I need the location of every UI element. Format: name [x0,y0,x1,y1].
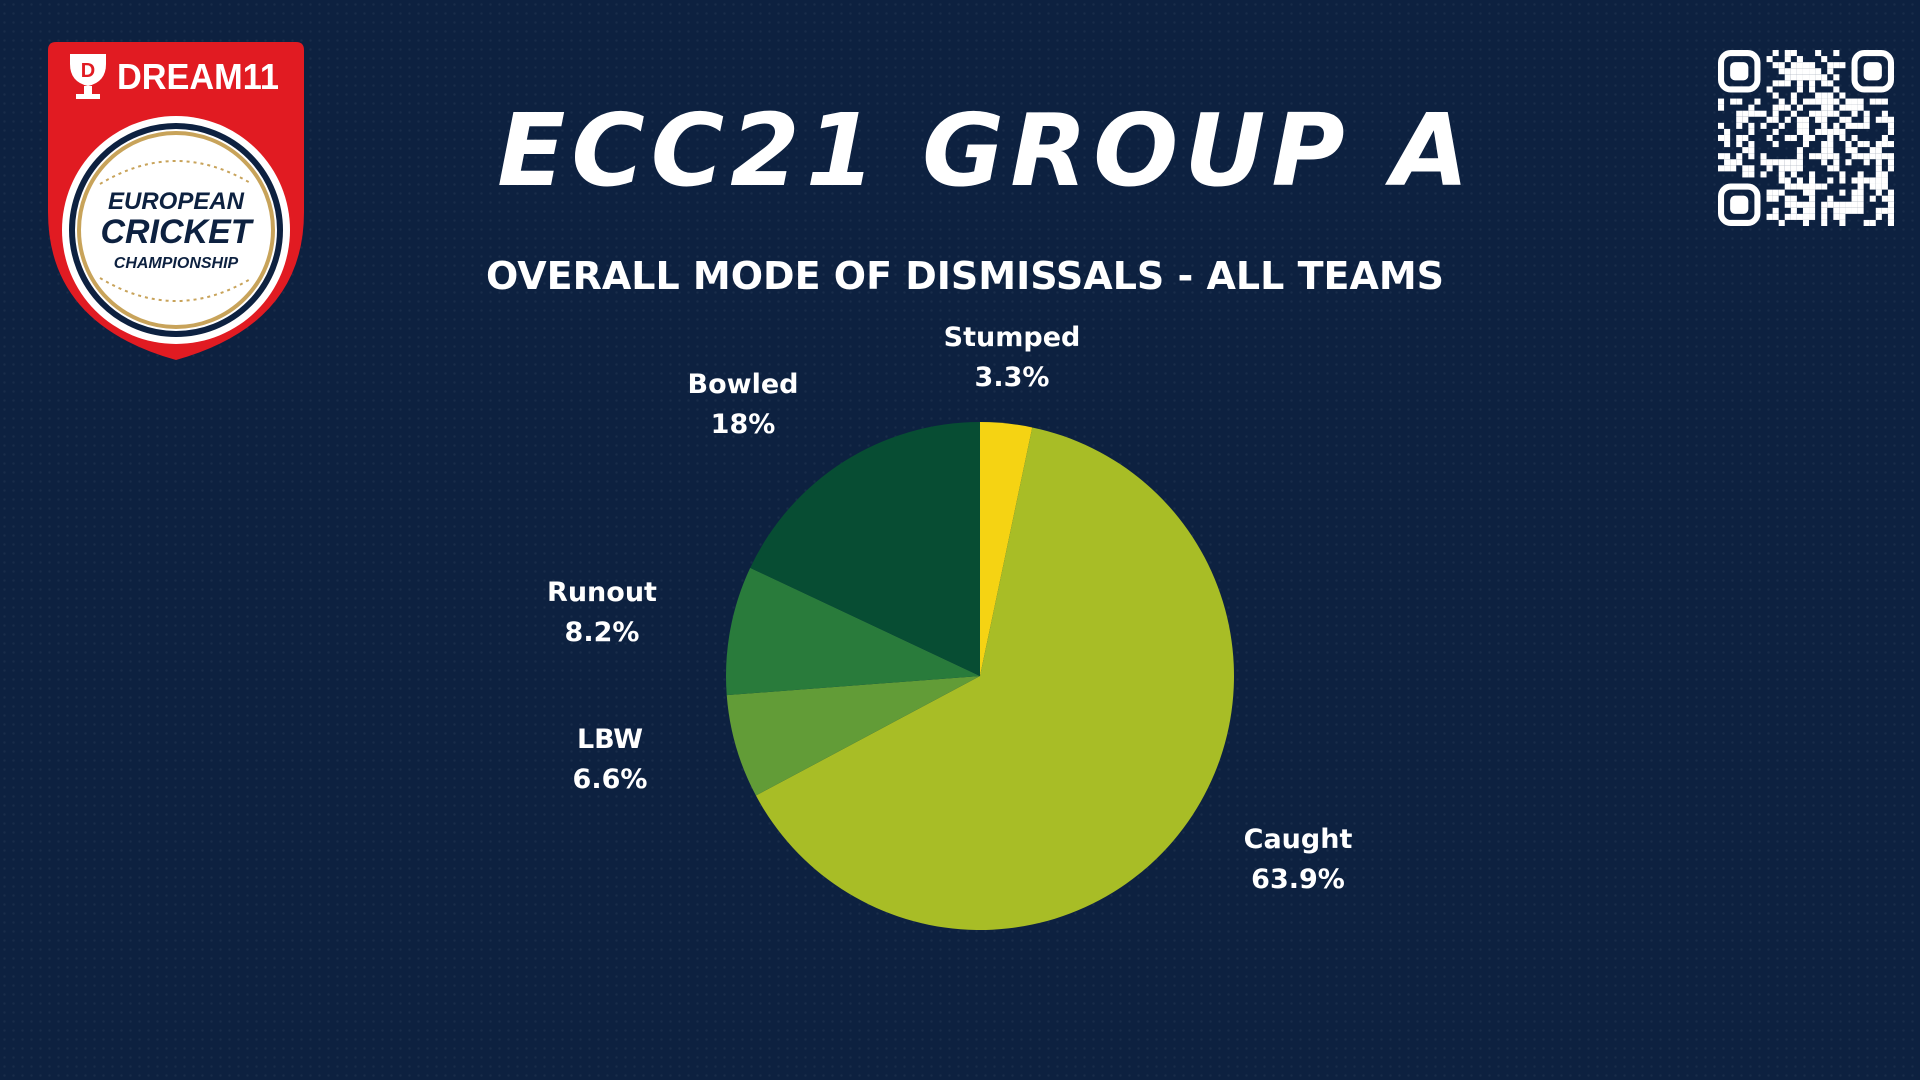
trophy-icon: D [70,54,106,99]
chart-title: OVERALL MODE OF DISMISSALS - ALL TEAMS [485,254,1445,298]
pie-slice-lbw [726,676,980,796]
pie-slice-caught [755,427,1235,930]
qr-code-icon [1718,50,1894,226]
svg-text:CRICKET: CRICKET [100,213,254,251]
slice-value-lbw: 6.6% [573,764,648,795]
dream11-wordmark: DREAM11 [117,56,279,97]
pie-slice-stumped [980,422,1033,676]
slice-label-caught: Caught [1244,824,1353,855]
slice-value-stumped: 3.3% [975,362,1050,393]
svg-text:EUROPEAN: EUROPEAN [108,188,245,215]
pie-slice-bowled [750,421,980,676]
slice-label-runout: Runout [547,577,657,608]
pie-slice-runout [725,567,980,696]
slice-label-stumped: Stumped [944,322,1081,353]
svg-text:CHAMPIONSHIP: CHAMPIONSHIP [114,255,239,272]
slice-label-bowled: Bowled [688,369,799,400]
slice-value-bowled: 18% [711,409,776,440]
svg-text:D: D [81,60,95,82]
european-cricket-championship-logo: D DREAM11 EUROPEAN CRICKET CHAMPIONSHIP [48,42,304,360]
slice-value-runout: 8.2% [565,617,640,648]
slice-value-caught: 63.9% [1251,864,1345,895]
page-title: ECC21 GROUP A [497,92,1475,209]
slice-label-lbw: LBW [577,724,643,755]
